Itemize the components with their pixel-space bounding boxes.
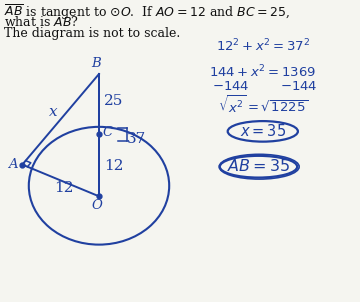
- Text: $x = 35$: $x = 35$: [240, 124, 286, 139]
- Text: what is $AB$?: what is $AB$?: [4, 15, 78, 29]
- Text: $\overline{AB}$ is tangent to $\odot O$.  If $AO=12$ and $BC=25$,: $\overline{AB}$ is tangent to $\odot O$.…: [4, 3, 289, 22]
- Text: x: x: [49, 105, 58, 119]
- Text: C: C: [103, 126, 113, 140]
- Text: 12: 12: [54, 181, 74, 195]
- Text: $-144$: $-144$: [212, 80, 249, 94]
- Text: 12: 12: [104, 159, 123, 173]
- Text: The diagram is not to scale.: The diagram is not to scale.: [4, 27, 180, 40]
- Text: A: A: [8, 158, 17, 171]
- Text: 25: 25: [104, 94, 123, 108]
- Text: O: O: [91, 199, 102, 213]
- Text: $144+ x^2 = 1369$: $144+ x^2 = 1369$: [209, 64, 316, 80]
- Text: $-144$: $-144$: [280, 80, 318, 94]
- Text: $\sqrt{x^2}=\sqrt{1225}$: $\sqrt{x^2}=\sqrt{1225}$: [218, 94, 308, 114]
- Text: $12^2+ x^2 = 37^2$: $12^2+ x^2 = 37^2$: [216, 38, 310, 54]
- Text: $AB= 35$: $AB= 35$: [227, 158, 290, 175]
- Text: B: B: [91, 57, 102, 70]
- Text: 37: 37: [127, 132, 147, 146]
